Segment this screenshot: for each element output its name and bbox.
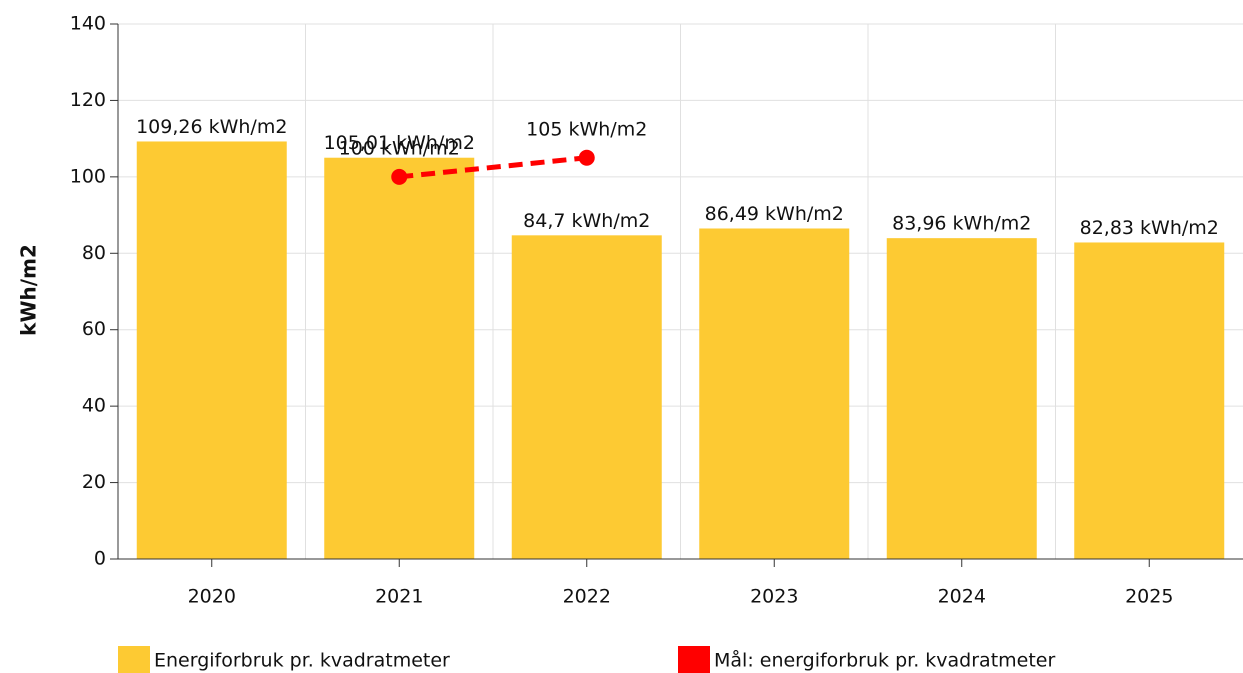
legend-swatch (118, 646, 150, 673)
y-tick-label: 80 (82, 242, 106, 264)
x-tick-label: 2025 (1125, 586, 1173, 608)
bar (699, 228, 850, 559)
y-tick-label: 0 (94, 548, 106, 570)
data-label: 86,49 kWh/m2 (705, 203, 844, 225)
data-label: 105 kWh/m2 (526, 118, 647, 140)
y-tick-label: 120 (70, 89, 106, 111)
x-tick-label: 2022 (563, 586, 611, 608)
data-label: 100 kWh/m2 (339, 137, 460, 159)
x-tick-label: 2020 (188, 586, 236, 608)
y-tick-label: 20 (82, 471, 106, 493)
data-label: 82,83 kWh/m2 (1080, 217, 1219, 239)
legend-swatch (678, 646, 710, 673)
y-tick-label: 60 (82, 318, 106, 340)
data-label: 105,01 kWh/m2 (324, 132, 475, 154)
x-tick-label: 2024 (938, 586, 986, 608)
x-tick-label: 2023 (750, 586, 798, 608)
y-tick-label: 100 (70, 165, 106, 187)
bar (511, 235, 662, 559)
y-tick-label: 140 (70, 13, 106, 35)
y-axis-label: kWh/m2 (17, 244, 41, 336)
line-point (391, 168, 408, 185)
line (398, 155, 588, 180)
bar (886, 238, 1037, 559)
data-label: 83,96 kWh/m2 (892, 213, 1031, 235)
data-label: 84,7 kWh/m2 (523, 210, 650, 232)
line-point (578, 149, 595, 166)
legend-label: Mål: energiforbruk pr. kvadratmeter (714, 649, 1055, 672)
x-tick-label: 2021 (375, 586, 423, 608)
data-label: 109,26 kWh/m2 (136, 116, 287, 138)
bar (1074, 242, 1225, 559)
y-tick-label: 40 (82, 395, 106, 417)
bar (136, 141, 287, 560)
legend-label: Energiforbruk pr. kvadratmeter (154, 650, 450, 672)
bar (324, 157, 475, 559)
